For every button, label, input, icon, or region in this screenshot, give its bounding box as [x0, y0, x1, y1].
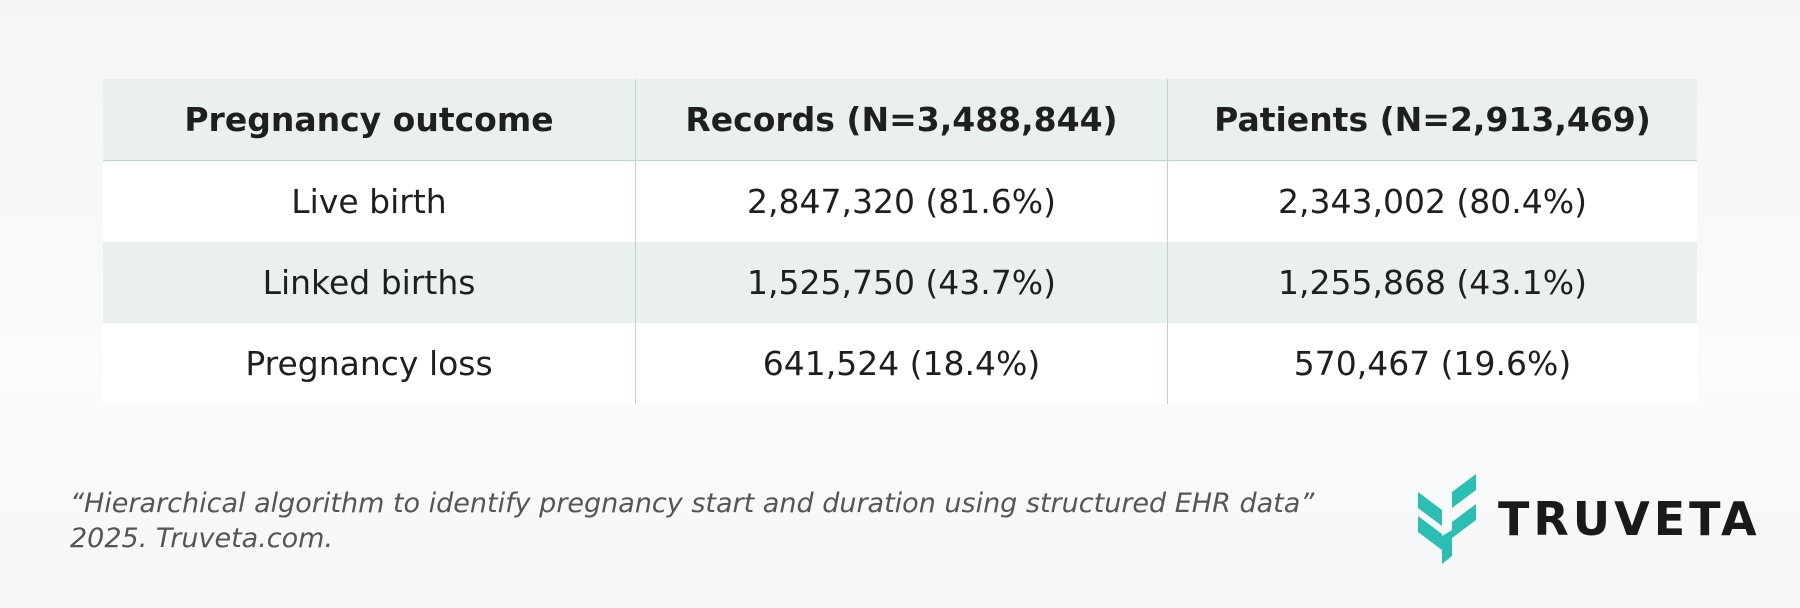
table-row: Live birth 2,847,320 (81.6%) 2,343,002 (80…: [103, 161, 1697, 242]
header-cell: Patients (N=2,913,469): [1167, 79, 1697, 160]
header-cell: Records (N=3,488,844): [635, 79, 1167, 160]
table-cell: Live birth: [291, 182, 447, 221]
table-cell: 641,524 (18.4%): [635, 323, 1167, 404]
logo-mark: [1418, 474, 1476, 564]
table-cell: 2,847,320 (81.6%): [635, 161, 1167, 242]
table-cell: Pregnancy loss: [245, 344, 493, 383]
logo-text: TRUVETA: [1498, 492, 1761, 546]
table-cell: 1,525,750 (43.7%): [635, 242, 1167, 323]
table-row: Pregnancy loss 641,524 (18.4%) 570,467 (19…: [103, 323, 1697, 404]
citation-source: 2025. Truveta.com.: [70, 523, 334, 554]
table-cell: 570,467 (19.6%): [1167, 323, 1697, 404]
table-cell: 1,255,868 (43.1%): [1167, 242, 1697, 323]
header-row: Pregnancy outcome Records (N=3,488,844) Pa…: [103, 79, 1697, 161]
table-row: Linked births 1,525,750 (43.7%) 1,255,868 …: [103, 242, 1697, 323]
table-cell: 2,343,002 (80.4%): [1167, 161, 1697, 242]
logo: TRUVETA: [1418, 474, 1761, 564]
table: Pregnancy outcome Records (N=3,488,844) Pa…: [103, 79, 1697, 404]
header-cell: Pregnancy outcome: [184, 100, 554, 139]
citation-title: “Hierarchical algorithm to identify preg…: [70, 488, 1315, 519]
table-cell: Linked births: [262, 263, 476, 302]
